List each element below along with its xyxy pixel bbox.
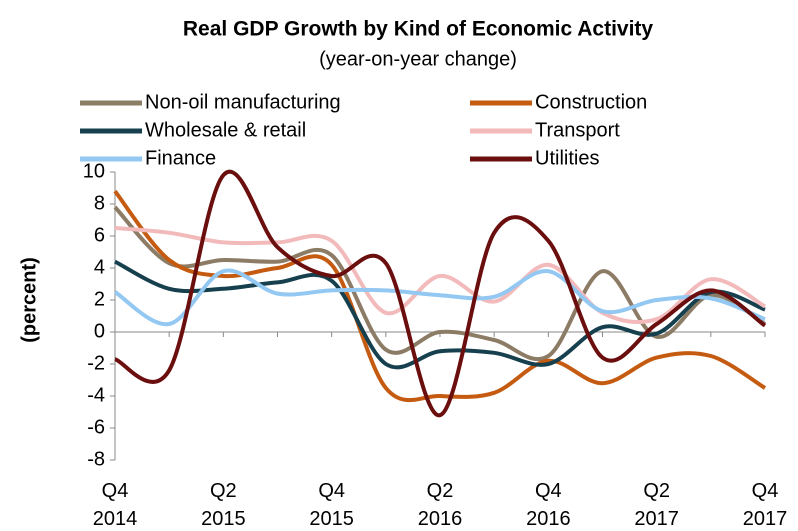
x-tick-label: Q4 2015 bbox=[309, 480, 354, 530]
legend-label: Non-oil manufacturing bbox=[145, 91, 341, 113]
line-series bbox=[113, 268, 766, 327]
x-tick-label: Q4 2017 bbox=[743, 480, 788, 530]
y-tick-label: -4 bbox=[87, 384, 105, 406]
legend-label: Construction bbox=[535, 91, 647, 113]
y-tick-label: -2 bbox=[87, 352, 105, 374]
y-tick-label: -8 bbox=[87, 448, 105, 470]
y-axis-label: (percent) bbox=[18, 257, 40, 343]
line-series bbox=[113, 189, 767, 403]
legend-label: Utilities bbox=[535, 147, 599, 169]
x-tick-label: Q2 2015 bbox=[201, 480, 246, 530]
legend-label: Finance bbox=[145, 147, 216, 169]
x-tick-label: Q4 2016 bbox=[526, 480, 571, 530]
y-tick-label: 2 bbox=[94, 288, 105, 310]
line-series bbox=[113, 205, 767, 362]
legend-label: Wholesale & retail bbox=[145, 119, 306, 141]
chart-title: Real GDP Growth by Kind of Economic Acti… bbox=[183, 18, 654, 41]
line-series bbox=[114, 226, 767, 325]
x-tick-label: Q4 2014 bbox=[93, 480, 138, 530]
y-tick-label: 4 bbox=[94, 256, 105, 278]
x-tick-label: Q2 2016 bbox=[418, 480, 463, 530]
chart-subtitle: (year-on-year change) bbox=[319, 48, 517, 70]
y-tick-label: 10 bbox=[83, 160, 105, 182]
x-tick-label: Q2 2017 bbox=[634, 480, 679, 530]
y-tick-label: 8 bbox=[94, 192, 105, 214]
line-series bbox=[114, 169, 767, 418]
line-series bbox=[114, 259, 766, 370]
legend-label: Transport bbox=[535, 119, 620, 141]
y-tick-label: 0 bbox=[94, 320, 105, 342]
y-tick-label: -6 bbox=[87, 416, 105, 438]
y-tick-label: 6 bbox=[94, 224, 105, 246]
